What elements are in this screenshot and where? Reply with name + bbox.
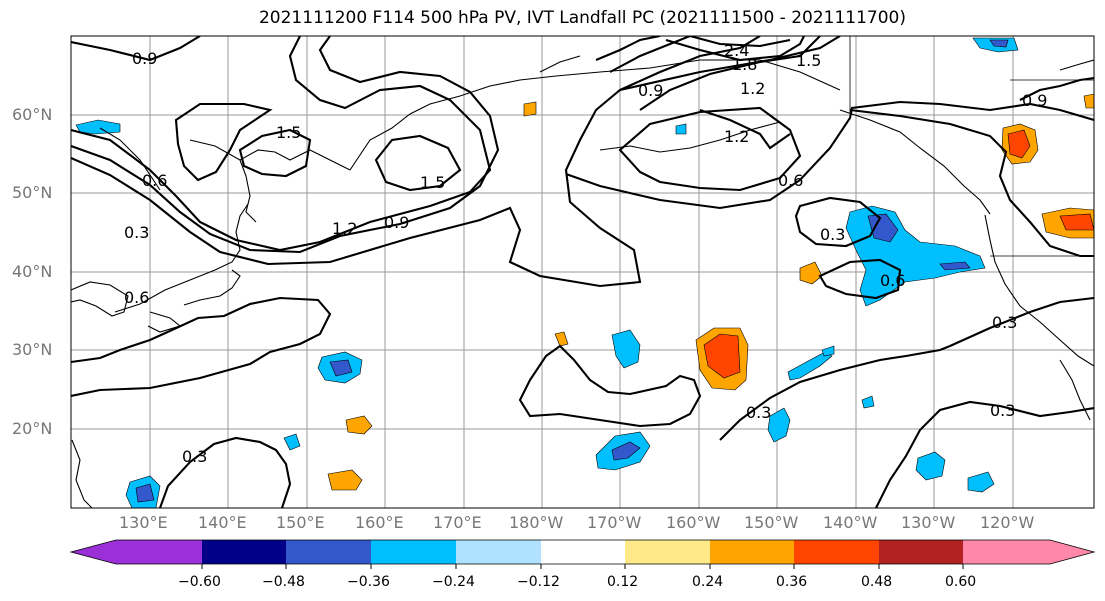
- lon-label: 120°W: [980, 513, 1035, 532]
- contour-label: 1.2: [724, 127, 749, 146]
- colorbar-swatch: [710, 540, 794, 564]
- map-title: 2021111200 F114 500 hPa PV, IVT Landfall…: [258, 8, 906, 28]
- contour-label: 0.3: [992, 313, 1017, 332]
- lon-label: 130°W: [901, 513, 956, 532]
- lon-label: 180°W: [509, 513, 564, 532]
- lat-label: 30°N: [12, 340, 53, 359]
- colorbar-tick-label: 0.36: [776, 574, 808, 590]
- colorbar-tick-label: 0.24: [692, 574, 724, 590]
- contour-label: 0.3: [746, 403, 771, 422]
- lon-label: 140°W: [823, 513, 878, 532]
- lat-label: 50°N: [12, 183, 53, 202]
- lon-label: 150°W: [744, 513, 799, 532]
- pv-contours: [71, 36, 1094, 508]
- lon-label: 130°E: [119, 513, 168, 532]
- contour-label: 0.6: [778, 171, 803, 190]
- colorbar-swatch: [879, 540, 963, 564]
- contour-label: 0.3: [124, 223, 149, 242]
- lon-label: 140°E: [198, 513, 247, 532]
- colorbar-tick-label: 0.12: [607, 574, 639, 590]
- colorbar-tick-label: −0.12: [517, 574, 560, 590]
- contour-label: 1.8: [732, 55, 757, 74]
- lat-label: 40°N: [12, 262, 53, 281]
- colorbar-swatch: [541, 540, 625, 564]
- colorbar-swatch: [794, 540, 879, 564]
- contour-label: 1.5: [420, 173, 445, 192]
- contour-label: 0.3: [820, 225, 845, 244]
- colorbar-tick-label: −0.48: [262, 574, 305, 590]
- lon-label: 160°W: [666, 513, 721, 532]
- contour-label: 1.2: [332, 219, 357, 238]
- colorbar-tick-label: −0.60: [178, 574, 221, 590]
- colorbar-tick-label: 0.60: [945, 574, 977, 590]
- colorbar-extend-high: [963, 540, 1094, 564]
- lat-label: 60°N: [12, 105, 53, 124]
- colorbar-swatch: [625, 540, 710, 564]
- lon-label: 160°E: [355, 513, 404, 532]
- contour-labels: 0.9 1.5 0.6 0.3 1.2 0.9 1.5 0.6 2.4 1.8 …: [124, 41, 1047, 466]
- contour-label: 0.9: [638, 81, 663, 100]
- lon-label: 170°E: [433, 513, 482, 532]
- colorbar-tick-label: −0.24: [432, 574, 475, 590]
- contour-label: 0.9: [384, 213, 409, 232]
- contour-label: 1.5: [276, 123, 301, 142]
- contour-label: 0.3: [990, 401, 1015, 420]
- contour-label: 0.3: [182, 447, 207, 466]
- colorbar-swatch: [202, 540, 286, 564]
- contour-label: 0.6: [880, 271, 905, 290]
- colorbar-swatch: [371, 540, 456, 564]
- contour-label: 2.4: [724, 41, 749, 60]
- colorbar-swatch: [456, 540, 541, 564]
- contour-label: 0.9: [132, 49, 157, 68]
- contour-label: 0.6: [124, 288, 149, 307]
- colorbar: [69, 539, 1096, 569]
- lat-label: 20°N: [12, 419, 53, 438]
- contour-label: 0.9: [1022, 91, 1047, 110]
- plot-frame: [70, 35, 1095, 509]
- colorbar-swatch: [286, 540, 371, 564]
- contour-label: 1.5: [796, 51, 821, 70]
- ivt-shading: [75, 37, 1094, 508]
- colorbar-tick-label: 0.48: [861, 574, 893, 590]
- lon-label: 170°W: [587, 513, 642, 532]
- colorbar-tick-label: −0.36: [347, 574, 390, 590]
- contour-label: 0.6: [142, 171, 167, 190]
- colorbar-extend-low: [71, 540, 202, 564]
- contour-label: 1.2: [740, 79, 765, 98]
- lon-label: 150°E: [276, 513, 325, 532]
